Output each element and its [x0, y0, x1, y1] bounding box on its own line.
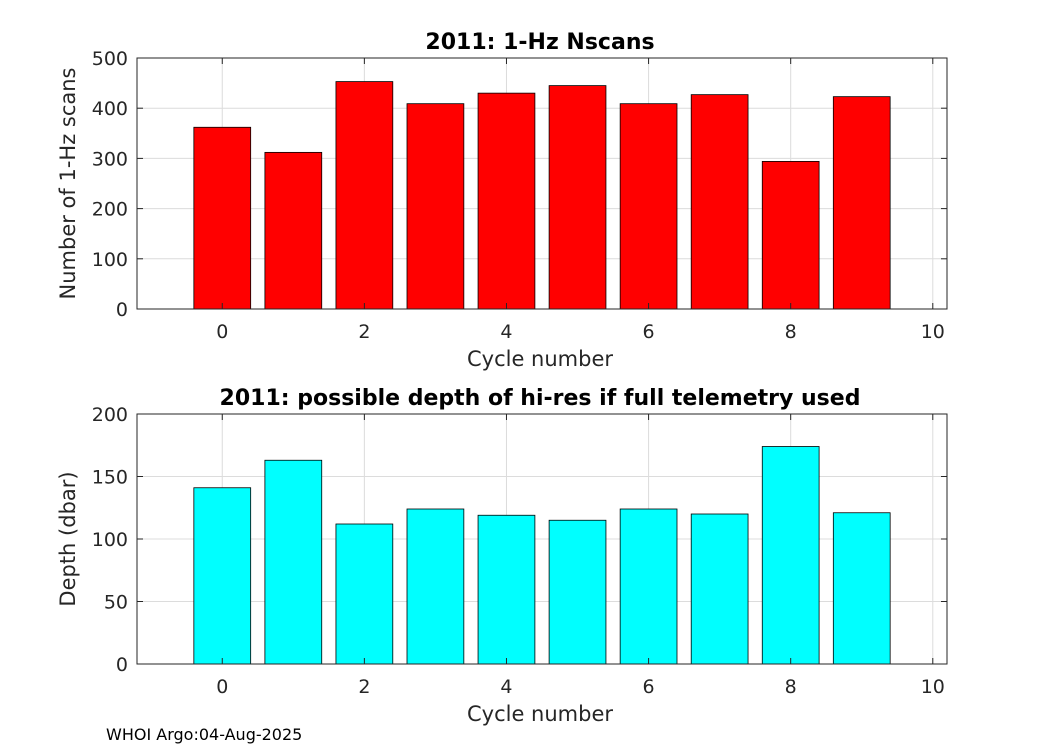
y-tick-label: 500: [92, 48, 128, 70]
axes-box: [136, 57, 948, 310]
x-tick-label: 4: [500, 321, 512, 343]
y-tick-label: 100: [92, 529, 128, 551]
bar-cycle-3: [406, 508, 465, 665]
y-tick-label: 200: [92, 199, 128, 221]
y-tick-label: 200: [92, 404, 128, 426]
bar-cycle-9: [832, 512, 891, 665]
x-tick-label: 2: [358, 676, 370, 698]
x-tick-label: 4: [500, 676, 512, 698]
y-tick-label: 0: [116, 299, 128, 321]
y-tick-label: 100: [92, 249, 128, 271]
bar-cycle-0: [193, 126, 252, 310]
bar-cycle-2: [335, 81, 394, 310]
bar-cycle-8: [761, 446, 820, 665]
y-axis-label: Number of 1-Hz scans: [56, 68, 80, 300]
plot-area: [137, 58, 947, 309]
x-tick-label: 10: [921, 321, 945, 343]
bar-cycle-6: [619, 103, 678, 310]
bar-cycle-2: [335, 523, 394, 665]
bar-cycle-1: [264, 151, 323, 310]
bar-cycle-0: [193, 487, 252, 665]
y-axis-label: Depth (dbar): [56, 471, 80, 606]
bar-cycle-6: [619, 508, 678, 665]
bar-cycle-4: [477, 92, 536, 310]
bar-cycle-5: [548, 519, 607, 665]
chart-title: 2011: 1-Hz Nscans: [425, 30, 654, 55]
y-tick-label: 0: [116, 654, 128, 676]
y-tick-label: 50: [104, 592, 128, 614]
bar-cycle-9: [832, 96, 891, 310]
y-tick-label: 300: [92, 148, 128, 170]
bar-cycle-7: [690, 513, 749, 665]
y-tick-label: 400: [92, 98, 128, 120]
bar-cycle-8: [761, 161, 820, 310]
x-tick-label: 6: [643, 321, 655, 343]
x-tick-label: 0: [216, 676, 228, 698]
x-tick-label: 8: [785, 321, 797, 343]
bar-cycle-1: [264, 459, 323, 665]
x-tick-label: 6: [643, 676, 655, 698]
x-axis-label: Cycle number: [467, 347, 613, 371]
chart-title: 2011: possible depth of hi-res if full t…: [220, 386, 861, 411]
bar-cycle-3: [406, 103, 465, 310]
x-tick-label: 10: [921, 676, 945, 698]
bar-cycle-7: [690, 94, 749, 310]
x-tick-label: 0: [216, 321, 228, 343]
footer-note: WHOI Argo:04-Aug-2025: [106, 725, 303, 744]
bar-cycle-4: [477, 514, 536, 665]
x-tick-label: 8: [785, 676, 797, 698]
x-tick-label: 2: [358, 321, 370, 343]
y-tick-label: 150: [92, 467, 128, 489]
x-axis-label: Cycle number: [467, 702, 613, 726]
bar-cycle-5: [548, 85, 607, 310]
